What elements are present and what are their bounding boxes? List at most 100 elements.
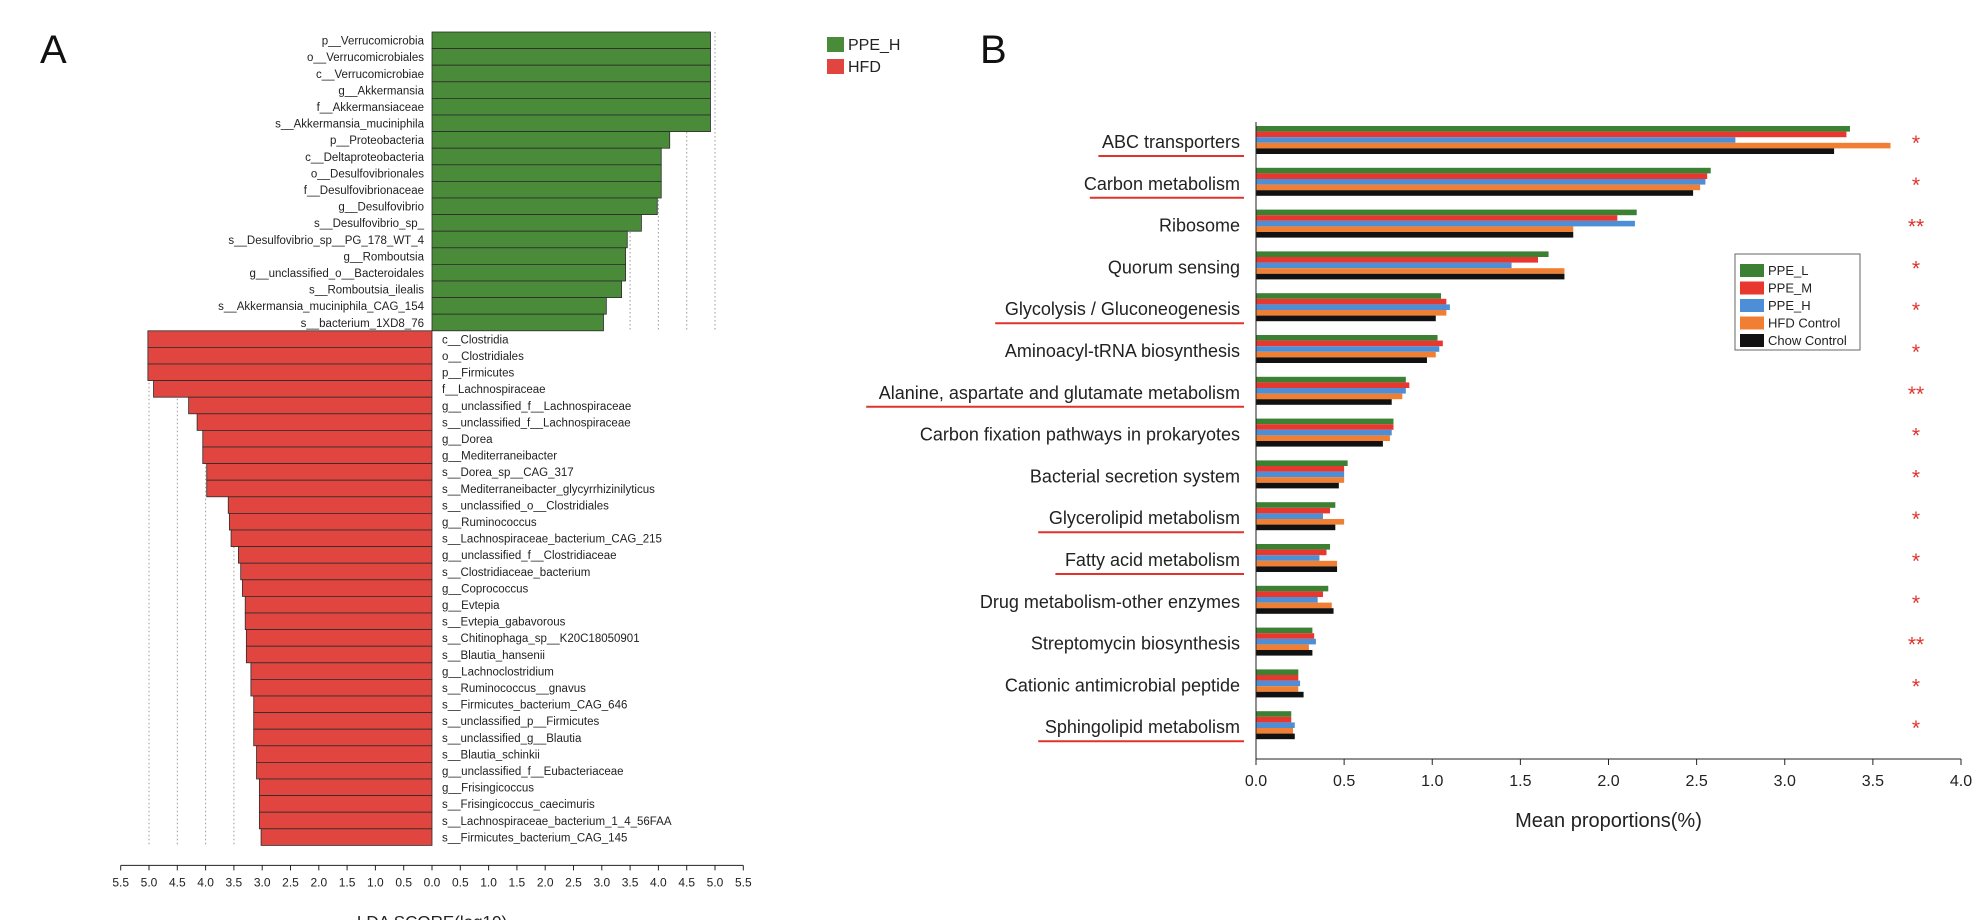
x-tick-label-b: 3.5 xyxy=(1862,773,1884,790)
pathway-bar-ppe_m xyxy=(1256,382,1410,388)
lda-label-hfd: s__Frisingicoccus_caecimuris xyxy=(442,799,595,811)
pathway-bar-hfd-control xyxy=(1256,268,1565,274)
x-tick-label-a: 1.5 xyxy=(339,875,356,889)
pathway-bar-ppe_m xyxy=(1256,466,1345,472)
lda-label-hfd: f__Lachnospiraceae xyxy=(442,384,546,396)
lda-label-hfd: s__Dorea_sp__CAG_317 xyxy=(442,467,574,479)
lda-label-hfd: s__unclassified_g__Blautia xyxy=(442,733,582,745)
lda-label-ppe-h: f__Desulfovibrionaceae xyxy=(304,185,424,197)
lda-label-hfd: s__unclassified_o__Clostridiales xyxy=(442,500,609,512)
pathway-bar-hfd-control xyxy=(1256,560,1338,567)
pathway-bar-ppe_m xyxy=(1256,173,1708,179)
significance-marker: ** xyxy=(1908,634,1924,657)
x-tick-label-a: 5.5 xyxy=(735,875,752,889)
pathway-bar-chow-control xyxy=(1256,357,1427,363)
x-tick-label-b: 0.0 xyxy=(1245,773,1267,790)
pathway-bar-chow-control xyxy=(1256,524,1336,531)
pathway-bar-ppe_h xyxy=(1256,555,1320,561)
x-tick-label-a: 5.0 xyxy=(141,875,158,889)
pathway-label: Drug metabolism-other enzymes xyxy=(980,592,1240,612)
x-axis-title-a: LDA SCORE(log10) xyxy=(357,912,507,920)
lda-label-hfd: c__Clostridia xyxy=(442,334,509,346)
x-tick-label-b: 1.0 xyxy=(1421,773,1443,790)
x-tick-label-a: 1.0 xyxy=(367,875,384,889)
significance-marker: ** xyxy=(1908,216,1924,239)
x-tick-label-a: 0.5 xyxy=(452,875,469,889)
x-tick-label-a: 3.5 xyxy=(226,875,243,889)
lda-label-ppe-h: s__Desulfovibrio_sp_ xyxy=(314,218,425,230)
x-tick-label-a: 2.5 xyxy=(565,875,582,889)
pathway-bar-ppe_h xyxy=(1256,513,1323,519)
pathway-label: Aminoacyl-tRNA biosynthesis xyxy=(1005,341,1240,361)
pathway-bar-ppe_l xyxy=(1256,585,1329,592)
lda-label-hfd: g__unclassified_f__Lachnospiraceae xyxy=(442,401,631,413)
lda-label-hfd: s__Ruminococcus__gnavus xyxy=(442,683,586,695)
pathway-bar-ppe_h xyxy=(1256,597,1318,603)
significance-marker: * xyxy=(1912,592,1920,615)
x-tick-label-b: 2.0 xyxy=(1597,773,1619,790)
lda-label-hfd: s__Lachnospiraceae_bacterium_1_4_56FAA xyxy=(442,816,672,828)
pathway-bar-ppe_h xyxy=(1256,137,1736,143)
pathway-label: Glycerolipid metabolism xyxy=(1049,508,1240,528)
pathway-bar-chow-control xyxy=(1256,608,1334,614)
pathway-bar-hfd-control xyxy=(1256,351,1436,358)
lda-label-ppe-h: c__Deltaproteobacteria xyxy=(305,152,425,164)
lda-label-ppe-h: g__Desulfovibrio xyxy=(338,202,424,214)
lda-label-ppe-h: g__Romboutsia xyxy=(343,251,424,263)
lda-label-hfd: s__unclassified_f__Lachnospiraceae xyxy=(442,417,631,429)
lda-label-hfd: s__Blautia_schinkii xyxy=(442,749,540,761)
x-tick-label-a: 1.5 xyxy=(509,875,526,889)
pathway-label: Bacterial secretion system xyxy=(1030,466,1240,486)
panel-label-b: B xyxy=(980,28,1007,72)
pathway-bar-ppe_l xyxy=(1256,376,1406,383)
x-tick-label-a: 4.0 xyxy=(650,875,667,889)
pathway-bar-ppe_m xyxy=(1256,340,1443,347)
pathway-bar-ppe_m xyxy=(1256,549,1327,556)
pathway-bar-chow-control xyxy=(1256,733,1295,740)
lda-bar-hfd xyxy=(260,828,433,846)
legend-label-a: HFD xyxy=(848,59,881,76)
pathway-bar-ppe_h xyxy=(1256,304,1450,310)
legend-label-b: PPE_H xyxy=(1768,298,1811,313)
pathway-label: Fatty acid metabolism xyxy=(1065,550,1240,570)
x-tick-label-a: 1.0 xyxy=(480,875,497,889)
pathway-bar-hfd-control xyxy=(1256,477,1345,483)
x-tick-label-b: 1.5 xyxy=(1509,773,1531,790)
pathway-bar-ppe_h xyxy=(1256,179,1706,185)
pathway-label: Carbon metabolism xyxy=(1084,174,1240,194)
x-tick-label-a: 3.0 xyxy=(254,875,271,889)
x-tick-label-b: 3.0 xyxy=(1774,773,1796,790)
pathway-bar-chow-control xyxy=(1256,566,1338,572)
pathway-bar-hfd-control xyxy=(1256,142,1891,149)
pathway-bar-ppe_m xyxy=(1256,424,1394,430)
pathway-bar-ppe_l xyxy=(1256,293,1442,299)
pathway-bar-ppe_h xyxy=(1256,220,1635,227)
pathway-bar-hfd-control xyxy=(1256,728,1294,734)
pathway-bar-ppe_h xyxy=(1256,722,1295,728)
lda-label-hfd: s__Firmicutes_bacterium_CAG_646 xyxy=(442,700,627,712)
lda-label-ppe-h: g__unclassified_o__Bacteroidales xyxy=(249,268,424,280)
lda-label-hfd: g__unclassified_f__Clostridiaceae xyxy=(442,550,617,562)
pathway-bar-ppe_l xyxy=(1256,669,1299,675)
panel-label-a: A xyxy=(40,28,67,72)
pathway-bar-chow-control xyxy=(1256,399,1392,405)
pathway-bar-ppe_l xyxy=(1256,418,1394,425)
significance-marker: * xyxy=(1912,550,1920,573)
legend-swatch-b xyxy=(1740,334,1764,347)
pathway-bar-chow-control xyxy=(1256,441,1383,447)
significance-marker: * xyxy=(1912,466,1920,489)
pathway-label: ABC transporters xyxy=(1102,132,1240,152)
x-tick-label-a: 3.5 xyxy=(622,875,639,889)
pathway-bar-ppe_h xyxy=(1256,471,1345,478)
lda-label-hfd: s__unclassified_p__Firmicutes xyxy=(442,716,599,728)
pathway-bar-ppe_m xyxy=(1256,215,1618,221)
significance-marker: * xyxy=(1912,425,1920,448)
pathway-bar-chow-control xyxy=(1256,148,1835,154)
legend-label-b: PPE_M xyxy=(1768,281,1812,296)
pathway-bar-ppe_m xyxy=(1256,131,1847,138)
lda-label-ppe-h: p__Verrucomicrobia xyxy=(322,36,425,48)
lda-label-hfd: s__Mediterraneibacter_glycyrrhizinilytic… xyxy=(442,484,655,496)
pathway-bar-ppe_h xyxy=(1256,680,1301,687)
lda-label-hfd: g__Mediterraneibacter xyxy=(442,451,557,463)
